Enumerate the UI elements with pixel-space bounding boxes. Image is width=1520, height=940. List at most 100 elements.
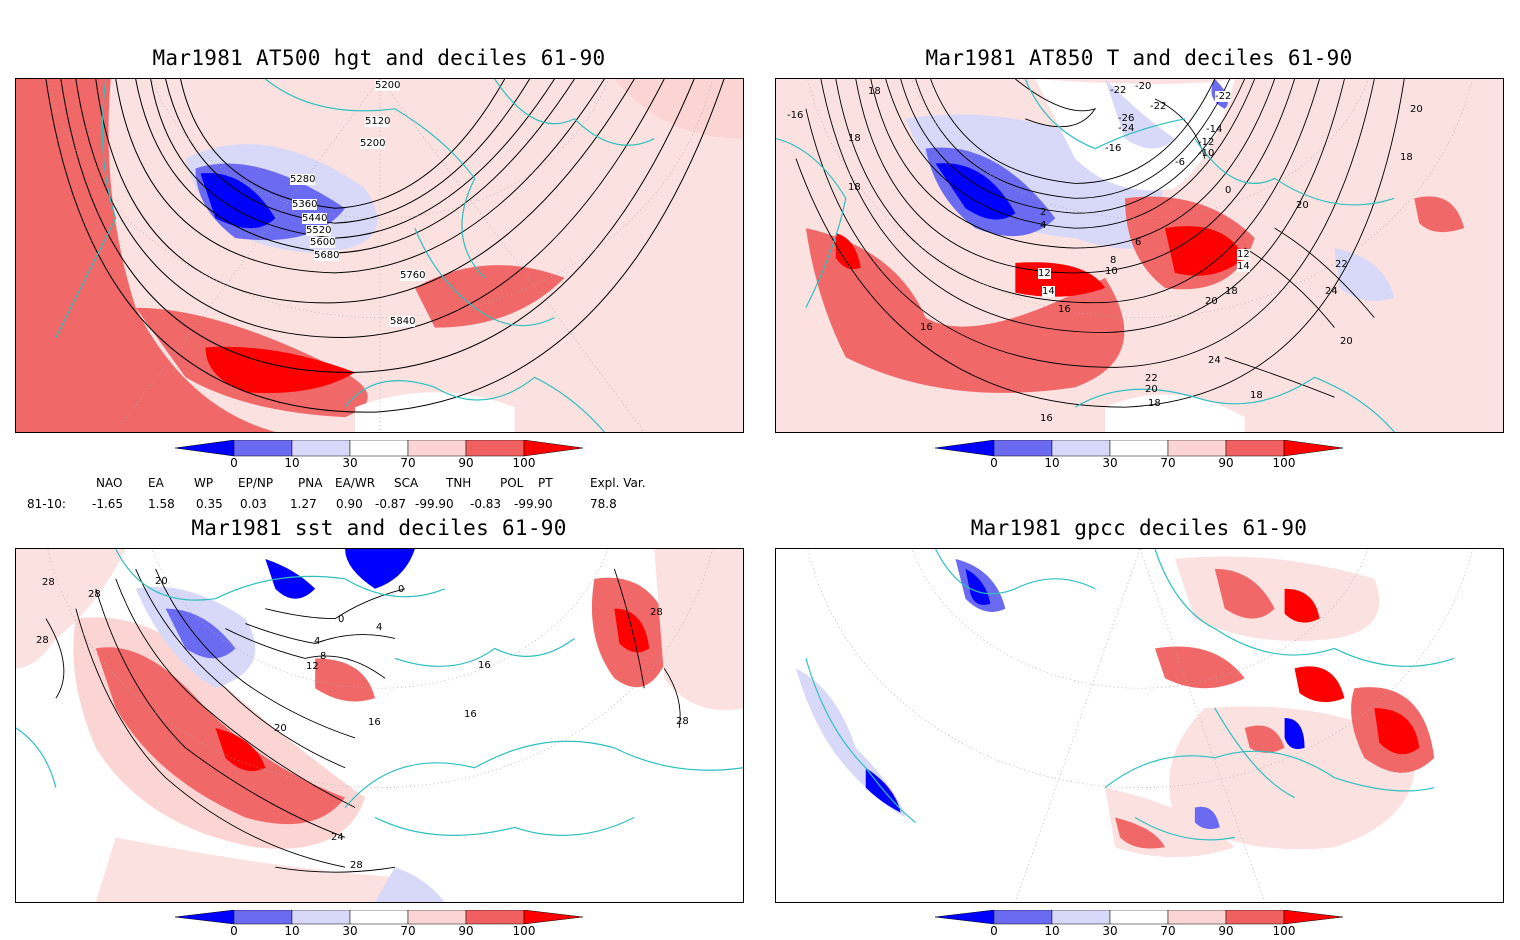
contour-label: 5200 (375, 80, 401, 91)
colorbar-label: 10 (1044, 924, 1060, 938)
contour-label: -22 (1150, 101, 1167, 112)
index-value: 0.90 (336, 497, 363, 511)
contour-label: 24 (1325, 286, 1338, 297)
map-t850-canvas (776, 79, 1503, 432)
contour-label: 20 (274, 723, 287, 734)
contour-label: 5440 (302, 213, 328, 224)
colorbar-label: 100 (512, 456, 536, 470)
map-t850 (775, 78, 1504, 433)
contour-label: 18 (868, 86, 881, 97)
colorbar-label: 30 (1102, 456, 1118, 470)
contour-label: 20 (155, 576, 168, 587)
contour-label: 16 (478, 660, 491, 671)
contour-label: 5600 (310, 237, 336, 248)
colorbar-label: 0 (230, 456, 238, 470)
colorbar-gpcc: 0 10 30 70 90 100 (934, 909, 1345, 940)
map-sst-canvas (16, 549, 743, 902)
index-value: -99.90 (514, 497, 553, 511)
contour-label: 28 (42, 577, 55, 588)
index-header: TNH (446, 476, 472, 490)
contour-label: 12 (306, 661, 319, 672)
contour-label: 24 (1208, 355, 1221, 366)
contour-label: 5520 (306, 225, 332, 236)
contour-label: 5120 (365, 116, 391, 127)
colorbar-label: 0 (230, 924, 238, 938)
contour-label: 16 (368, 717, 381, 728)
panel-title-sst: Mar1981 sst and deciles 61-90 (191, 516, 567, 540)
index-header: EA (148, 476, 164, 490)
index-value: -99.90 (415, 497, 454, 511)
contour-label: 18 (1148, 398, 1161, 409)
panel-title-t850: Mar1981 AT850 T and deciles 61-90 (925, 46, 1353, 70)
contour-label: 5680 (314, 250, 340, 261)
contour-label: -16 (1105, 143, 1122, 154)
colorbar-label: 100 (512, 924, 536, 938)
contour-label: 16 (1058, 304, 1071, 315)
colorbar-label: 10 (284, 924, 300, 938)
contour-label: 6 (1135, 237, 1142, 248)
colorbar-label: 70 (400, 456, 416, 470)
colorbar-sst: 0 10 30 70 90 100 (174, 909, 585, 940)
contour-label: 4 (376, 622, 383, 633)
panel-title-gpcc: Mar1981 gpcc deciles 61-90 (970, 516, 1308, 540)
contour-label: 8 (320, 651, 327, 662)
colorbar-label: 90 (1218, 924, 1234, 938)
contour-label: 12 (1038, 268, 1051, 279)
contour-label: 0 (338, 614, 345, 625)
contour-label: 24 (331, 832, 344, 843)
contour-label: 0 (1225, 185, 1232, 196)
contour-label: 5760 (400, 270, 426, 281)
contour-label: -26 (1118, 113, 1135, 124)
index-value: 78.8 (590, 497, 617, 511)
index-header: PNA (298, 476, 323, 490)
colorbar-sst-bar (174, 909, 584, 925)
contour-label: 12 (1237, 249, 1250, 260)
contour-label: 5840 (390, 316, 416, 327)
contour-label: 14 (1042, 286, 1055, 297)
index-row-label: 81-10: (27, 497, 66, 511)
index-value: 1.58 (148, 497, 175, 511)
contour-label: -22 (1215, 91, 1232, 102)
contour-label: 2 (1040, 207, 1047, 218)
contour-label: -22 (1110, 85, 1127, 96)
map-hgt500-canvas (16, 79, 743, 432)
contour-label: -6 (1175, 157, 1185, 168)
contour-label: 28 (650, 607, 663, 618)
colorbar-label: 0 (990, 924, 998, 938)
colorbar-hgt500: 0 10 30 70 90 100 (174, 439, 585, 476)
contour-label: 22 (1145, 373, 1158, 384)
contour-label: 18 (1400, 152, 1413, 163)
colorbar-label: 100 (1272, 924, 1296, 938)
colorbar-label: 10 (284, 456, 300, 470)
index-value: 0.35 (196, 497, 223, 511)
contour-label: 28 (350, 860, 363, 871)
panel-title-hgt: Mar1981 AT500 hgt and deciles 61-90 (152, 46, 606, 70)
index-header: PT (538, 476, 553, 490)
colorbar-label: 90 (1218, 456, 1234, 470)
index-value: 0.03 (240, 497, 267, 511)
contour-label: -16 (787, 110, 804, 121)
contour-label: -10 (1198, 148, 1215, 159)
contour-label: 28 (88, 589, 101, 600)
contour-label: 28 (36, 635, 49, 646)
index-header: NAO (96, 476, 123, 490)
contour-label: 0 (398, 584, 405, 595)
contour-label: 18 (1225, 286, 1238, 297)
contour-label: 20 (1145, 384, 1158, 395)
colorbar-label: 10 (1044, 456, 1060, 470)
contour-label: -14 (1206, 124, 1223, 135)
index-header: EP/NP (238, 476, 274, 490)
index-header: SCA (394, 476, 419, 490)
contour-label: -24 (1118, 123, 1135, 134)
colorbar-label: 90 (458, 924, 474, 938)
contour-label: 5360 (292, 199, 318, 210)
contour-label: 4 (314, 636, 321, 647)
contour-label: 16 (920, 322, 933, 333)
contour-label: 14 (1237, 261, 1250, 272)
index-header: POL (500, 476, 524, 490)
colorbar-t850: 0 10 30 70 90 100 (934, 439, 1345, 476)
contour-label: 10 (1105, 266, 1118, 277)
contour-label: 20 (1205, 296, 1218, 307)
contour-label: 4 (1040, 220, 1047, 231)
index-value: 1.27 (290, 497, 317, 511)
